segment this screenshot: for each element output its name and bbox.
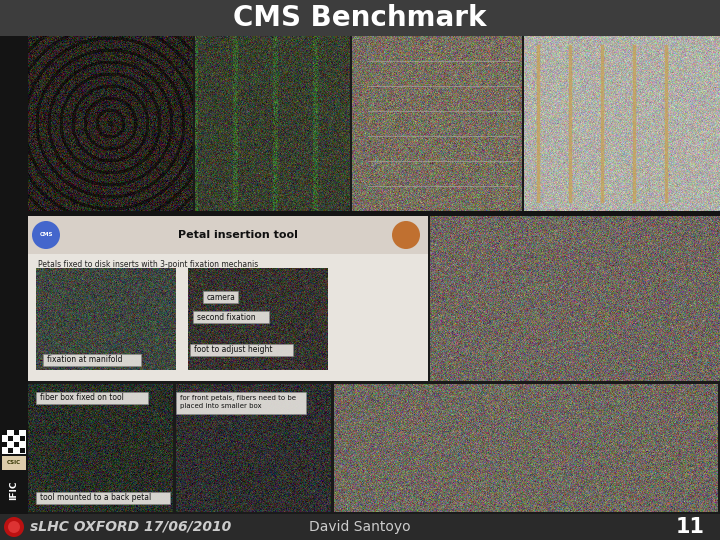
Bar	[0, 514, 720, 540]
Bar	[193, 311, 269, 323]
Text: camera: camera	[207, 293, 236, 301]
Text: CMS: CMS	[40, 233, 53, 238]
Bar	[8, 436, 13, 441]
Circle shape	[392, 221, 420, 249]
Text: tool mounted to a back petal: tool mounted to a back petal	[40, 494, 151, 503]
Bar	[2, 456, 26, 470]
Bar	[0, 36, 28, 540]
Bar	[2, 430, 26, 454]
Text: CMS Benchmark: CMS Benchmark	[233, 4, 487, 32]
Text: placed into smaller box: placed into smaller box	[180, 403, 261, 409]
Circle shape	[8, 521, 20, 533]
Bar	[14, 430, 19, 435]
Text: foot to adjust height: foot to adjust height	[194, 346, 272, 354]
Text: fixation at manifold: fixation at manifold	[47, 355, 122, 364]
Bar	[8, 448, 13, 453]
Bar	[20, 436, 25, 441]
Bar	[0, 0, 720, 36]
Text: for front petals, fibers need to be: for front petals, fibers need to be	[180, 395, 296, 401]
Text: CSIC: CSIC	[7, 461, 21, 465]
Bar	[20, 448, 25, 453]
Bar	[43, 354, 141, 366]
Bar	[14, 442, 19, 447]
Text: sLHC OXFORD 17/06/2010: sLHC OXFORD 17/06/2010	[30, 520, 231, 534]
Circle shape	[4, 517, 24, 537]
Text: fiber box fixed on tool: fiber box fixed on tool	[40, 394, 124, 402]
Bar	[36, 492, 170, 504]
Bar	[203, 291, 238, 303]
Text: 11: 11	[676, 517, 705, 537]
Bar	[2, 430, 7, 435]
Bar	[28, 216, 428, 381]
Bar	[28, 216, 428, 254]
Bar	[36, 392, 148, 404]
Bar	[176, 392, 306, 414]
Circle shape	[32, 221, 60, 249]
Text: David Santoyo: David Santoyo	[309, 520, 411, 534]
Bar	[190, 344, 292, 356]
Text: Petal insertion tool: Petal insertion tool	[178, 230, 298, 240]
Bar	[2, 442, 7, 447]
Bar	[28, 211, 720, 216]
Text: Petals fixed to disk inserts with 3-point fixation mechanis: Petals fixed to disk inserts with 3-poin…	[38, 260, 258, 269]
Text: IFIC: IFIC	[9, 480, 19, 500]
Text: second fixation: second fixation	[197, 313, 256, 321]
